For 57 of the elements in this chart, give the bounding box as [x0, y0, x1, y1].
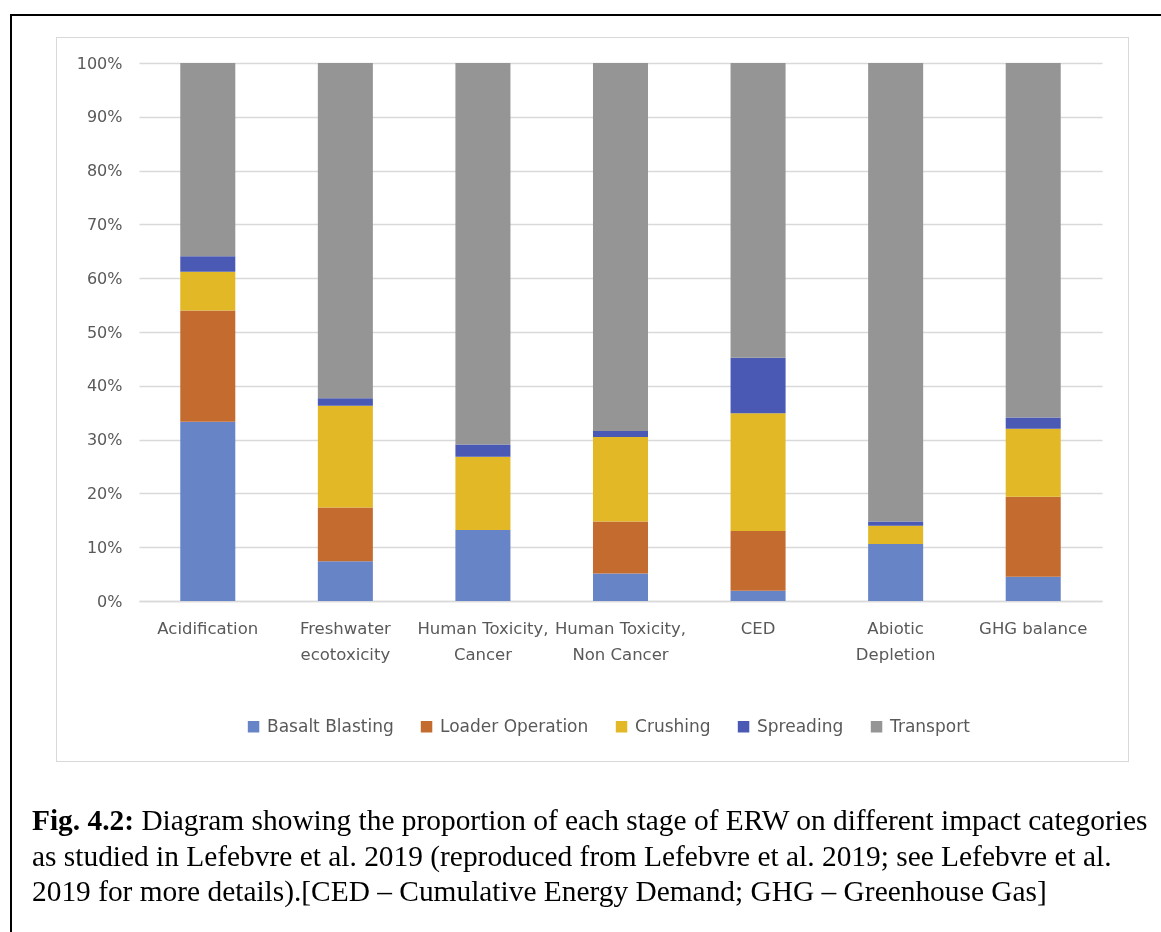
bar	[592, 63, 649, 431]
bar	[317, 561, 373, 601]
bar	[592, 573, 649, 601]
bar	[592, 436, 649, 522]
bar	[592, 521, 649, 574]
bar	[868, 63, 924, 522]
bar	[317, 63, 373, 399]
bar	[180, 421, 236, 601]
legend-label: Transport	[889, 715, 971, 736]
bar	[730, 63, 786, 358]
x-tick-label: Acidification	[157, 618, 259, 638]
caption: Fig. 4.2: Diagram showing the proportion of each stage of ERW on different impact categories as studied in Lefebvre et al. 2019 (reproduced from Lefebvre et al. 2019; see Lefebvre et al. 2019 for more details).[CED – Cumulative Energy Demand; GHG – Greenhouse Gas]	[32, 803, 1149, 909]
y-tick-label: 70%	[86, 214, 123, 234]
y-tick-label: 30%	[86, 430, 123, 450]
y-tick-label: 10%	[86, 537, 123, 557]
bar	[730, 590, 786, 601]
legend-label: Basalt Blasting	[267, 715, 394, 736]
bar	[455, 529, 511, 601]
y-tick-label: 80%	[86, 161, 123, 181]
y-tick-label: 50%	[86, 322, 123, 342]
bar	[455, 456, 511, 530]
bar	[455, 63, 511, 445]
bar	[1005, 428, 1061, 497]
bar	[455, 444, 511, 457]
bar	[1005, 417, 1061, 429]
legend-label: Crushing	[635, 715, 711, 736]
bar	[868, 521, 924, 526]
x-tick-label: GHG balance	[979, 618, 1088, 638]
bar	[868, 543, 924, 601]
x-tick-label: Human Toxicity, Cancer	[417, 618, 549, 664]
bar	[317, 507, 373, 562]
y-tick-label: 90%	[86, 107, 123, 127]
bar	[180, 310, 236, 422]
bar	[180, 256, 236, 272]
bar	[317, 398, 373, 406]
bar	[1005, 496, 1061, 577]
bar	[730, 357, 786, 414]
y-tick-label: 0%	[97, 591, 123, 611]
legend-label: Spreading	[757, 715, 844, 736]
y-tick-label: 40%	[86, 376, 123, 396]
legend-label: Loader Operation	[440, 715, 589, 736]
x-tick-label: Human Toxicity, Non Cancer	[554, 618, 687, 664]
x-tick-label: Freshwater ecotoxicity	[299, 618, 392, 664]
bar	[180, 271, 236, 311]
bar	[1005, 576, 1061, 601]
y-tick-label: 20%	[86, 483, 123, 503]
bar	[317, 405, 373, 508]
y-tick-label: 60%	[86, 268, 123, 288]
bar	[730, 413, 786, 532]
bar	[868, 525, 924, 544]
bar	[180, 63, 236, 257]
x-tick-label: CED	[740, 618, 776, 638]
bar	[592, 430, 649, 437]
y-tick-label: 100%	[76, 53, 123, 73]
bar	[730, 531, 786, 591]
x-tick-label: Abiotic Depletion	[855, 618, 936, 664]
bar	[1005, 63, 1061, 418]
